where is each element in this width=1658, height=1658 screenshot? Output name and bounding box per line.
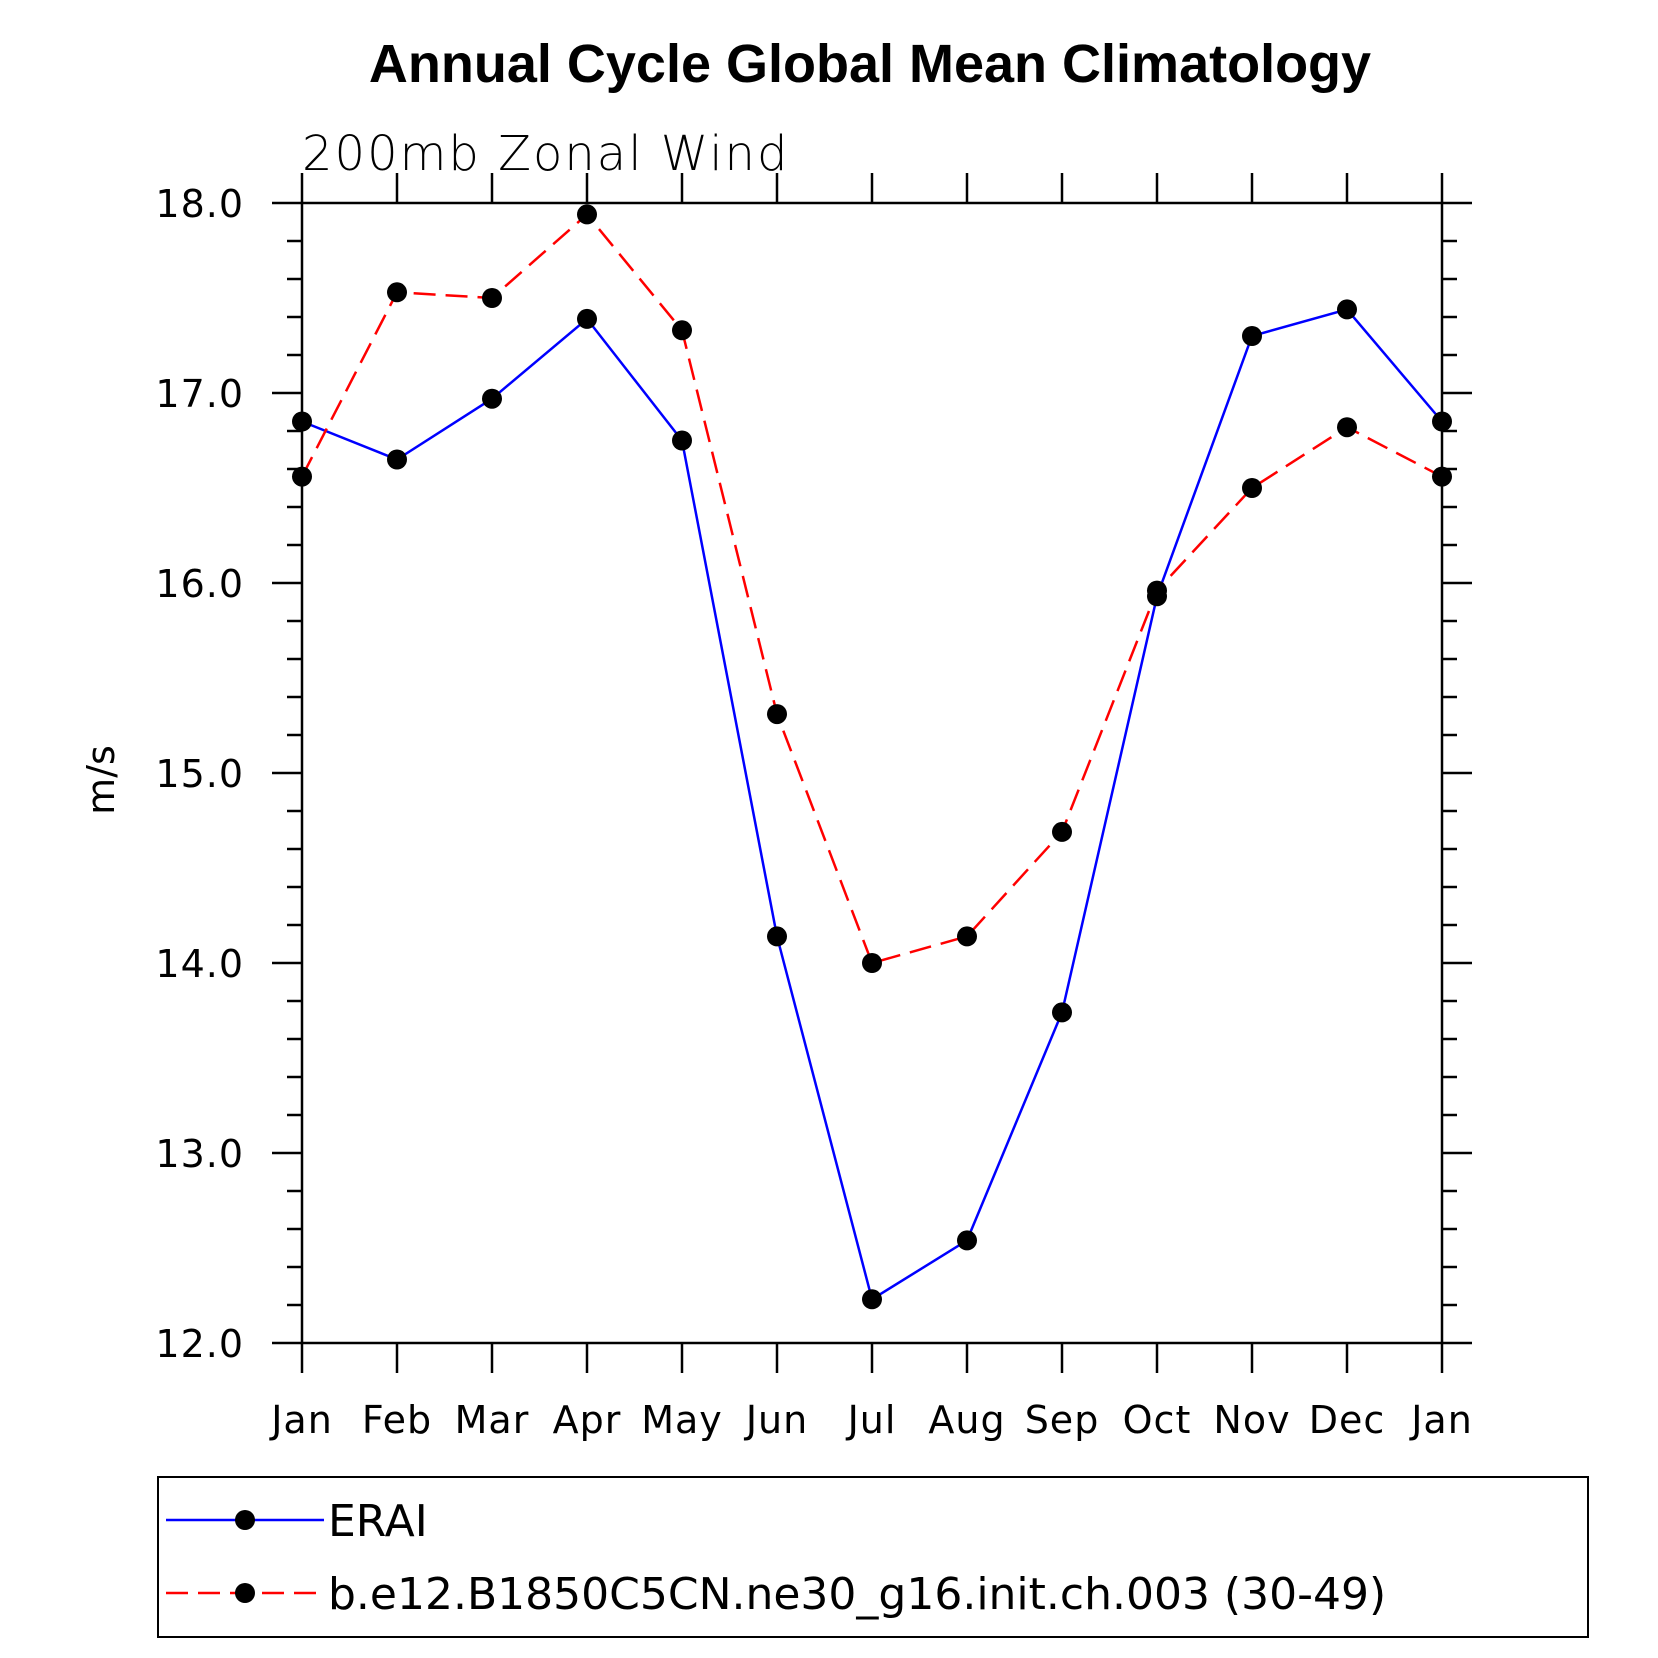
series-2-point <box>387 282 407 303</box>
series-1-point <box>1337 299 1357 320</box>
legend: ERAI b.e12.B1850C5CN.ne30_g16.init.ch.003… <box>157 1476 1589 1638</box>
series-1-point <box>1242 326 1262 346</box>
x-tick-label: Oct <box>1123 1398 1192 1442</box>
series-2-point <box>957 926 977 947</box>
x-tick-label: Aug <box>928 1398 1005 1442</box>
legend-label-2: b.e12.B1850C5CN.ne30_g16.init.ch.003 (30… <box>328 1569 1386 1620</box>
y-tick-label: 18.0 <box>155 182 244 226</box>
y-tick-label: 15.0 <box>155 752 244 796</box>
series-2-point <box>1432 466 1452 487</box>
y-tick-label: 16.0 <box>155 562 244 606</box>
x-tick-labels: Jan Feb Mar Apr May Jun Jul Aug Sep Oct Nov Dec Jan <box>269 1398 1473 1442</box>
series-2-point <box>1337 417 1357 438</box>
legend-box <box>157 1476 1589 1638</box>
legend-entries: ERAI b.e12.B1850C5CN.ne30_g16.init.ch.003… <box>166 1496 1386 1620</box>
x-tick-label: May <box>641 1398 723 1442</box>
y-axis-label: m/s <box>79 745 123 815</box>
x-tick-label: Apr <box>553 1398 622 1442</box>
series-line-1 <box>301 307 1443 1302</box>
series-1-point <box>292 411 312 432</box>
chart-subtitle: 200mb Zonal Wind <box>302 126 789 182</box>
axis-ticks <box>272 173 1472 1373</box>
series-1-point <box>482 388 502 409</box>
y-tick-label: 17.0 <box>155 372 244 416</box>
series-2-point <box>1052 821 1072 842</box>
series-1-point <box>577 308 597 329</box>
legend-label-1: ERAI <box>328 1496 428 1547</box>
plot-frame <box>300 201 1444 1345</box>
x-tick-label: Jun <box>744 1398 808 1442</box>
x-tick-label: Jan <box>1409 1398 1473 1442</box>
series-2-point <box>1242 478 1262 498</box>
series-2-point <box>1147 580 1167 601</box>
x-tick-label: Mar <box>455 1398 530 1442</box>
legend-marker-1 <box>235 1510 255 1530</box>
y-tick-label: 12.0 <box>155 1322 244 1366</box>
series-1-point <box>1432 411 1452 432</box>
series-1-point <box>767 926 787 947</box>
series-1-point <box>862 1289 882 1310</box>
legend-marker-2 <box>235 1583 255 1603</box>
series-1-point <box>387 449 407 470</box>
series-1-point <box>1052 1002 1072 1023</box>
y-tick-label: 13.0 <box>155 1132 244 1176</box>
series-1-point <box>672 430 692 451</box>
series-2-point <box>767 704 787 725</box>
series-layer <box>292 204 1452 1310</box>
series-2-point <box>862 953 882 973</box>
y-tick-labels: 12.0 13.0 14.0 15.0 16.0 17.0 18.0 <box>155 182 244 1366</box>
series-1-point <box>957 1230 977 1251</box>
chart-title: Annual Cycle Global Mean Climatology <box>369 34 1371 94</box>
x-tick-label: Jan <box>269 1398 333 1442</box>
series-line-2 <box>300 212 1443 965</box>
series-2-point <box>672 320 692 341</box>
y-tick-label: 14.0 <box>155 942 244 986</box>
x-tick-label: Sep <box>1025 1398 1100 1442</box>
x-tick-label: Dec <box>1309 1398 1386 1442</box>
x-tick-label: Feb <box>362 1398 432 1442</box>
x-tick-label: Jul <box>846 1398 897 1442</box>
series-2-point <box>482 288 502 308</box>
x-tick-label: Nov <box>1213 1398 1290 1442</box>
series-2-point <box>577 204 597 225</box>
series-2-point <box>292 466 312 487</box>
